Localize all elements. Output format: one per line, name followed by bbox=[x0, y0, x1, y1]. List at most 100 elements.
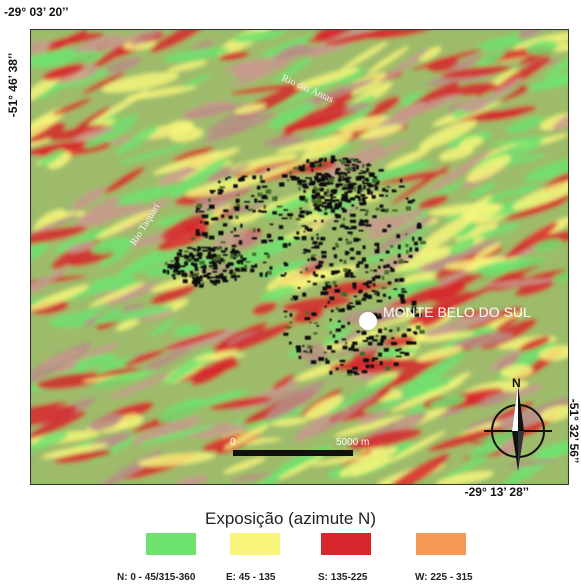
terrain-patch bbox=[75, 197, 121, 227]
urban-parcel bbox=[309, 348, 313, 354]
urban-parcel bbox=[320, 176, 326, 181]
urban-parcel bbox=[341, 325, 345, 329]
urban-parcel bbox=[365, 294, 371, 299]
urban-parcel bbox=[311, 254, 317, 256]
terrain-patch bbox=[282, 296, 352, 312]
urban-parcel bbox=[291, 175, 297, 179]
urban-parcel bbox=[201, 246, 208, 249]
terrain-patch bbox=[374, 347, 419, 360]
urban-parcel bbox=[324, 157, 327, 163]
urban-parcel bbox=[344, 273, 350, 278]
urban-parcel bbox=[353, 295, 358, 298]
urban-parcel bbox=[358, 198, 361, 202]
urban-parcel bbox=[356, 263, 360, 268]
urban-parcel bbox=[201, 282, 205, 284]
urban-parcel bbox=[269, 223, 274, 226]
urban-parcel bbox=[327, 204, 331, 207]
urban-parcel bbox=[376, 291, 380, 297]
urban-parcel bbox=[314, 175, 319, 179]
terrain-patch bbox=[436, 405, 465, 418]
urban-parcel bbox=[355, 207, 359, 209]
urban-parcel bbox=[347, 321, 350, 325]
urban-parcel bbox=[230, 254, 235, 259]
urban-parcel bbox=[418, 237, 422, 241]
urban-parcel bbox=[323, 351, 327, 354]
urban-parcel bbox=[184, 255, 190, 259]
urban-parcel bbox=[193, 248, 197, 252]
urban-parcel bbox=[194, 267, 199, 272]
urban-parcel bbox=[361, 297, 367, 301]
urban-parcel bbox=[329, 296, 335, 301]
terrain-patch bbox=[156, 161, 203, 187]
urban-parcel bbox=[386, 185, 391, 188]
urban-parcel bbox=[361, 197, 366, 202]
urban-parcel bbox=[291, 178, 297, 181]
urban-parcel bbox=[189, 270, 194, 274]
urban-parcel bbox=[285, 326, 291, 329]
urban-parcel bbox=[306, 159, 310, 164]
urban-parcel bbox=[315, 188, 320, 192]
urban-parcel bbox=[368, 189, 371, 194]
terrain-patch bbox=[125, 85, 197, 100]
urban-parcel bbox=[307, 228, 313, 232]
terrain-patch bbox=[525, 40, 559, 55]
terrain-patch bbox=[284, 110, 361, 132]
terrain-patch bbox=[83, 114, 139, 149]
urban-parcel bbox=[221, 250, 226, 253]
terrain-patch bbox=[344, 326, 389, 347]
terrain-patch bbox=[388, 354, 443, 388]
urban-parcel bbox=[338, 237, 343, 241]
urban-parcel bbox=[264, 252, 269, 255]
urban-parcel bbox=[335, 170, 339, 175]
urban-parcel bbox=[321, 157, 324, 161]
terrain-patch bbox=[505, 221, 558, 259]
terrain-patch bbox=[401, 386, 442, 402]
urban-parcel bbox=[334, 284, 338, 287]
urban-parcel bbox=[173, 277, 176, 280]
urban-parcel bbox=[303, 230, 306, 233]
urban-parcel bbox=[295, 177, 300, 180]
urban-parcel bbox=[367, 280, 373, 284]
urban-parcel bbox=[176, 266, 180, 270]
scale-start-label: 0 bbox=[230, 437, 236, 448]
urban-parcel bbox=[295, 237, 300, 240]
terrain-patch bbox=[157, 229, 208, 251]
urban-parcel bbox=[314, 196, 319, 199]
urban-parcel bbox=[400, 300, 406, 304]
terrain-patch bbox=[88, 413, 123, 432]
urban-parcel bbox=[321, 219, 324, 223]
urban-parcel bbox=[217, 188, 223, 191]
urban-parcel bbox=[396, 234, 401, 239]
urban-parcel bbox=[353, 237, 359, 242]
urban-parcel bbox=[260, 180, 265, 183]
urban-parcel bbox=[235, 198, 240, 203]
terrain-patch bbox=[31, 226, 87, 245]
urban-parcel bbox=[261, 210, 267, 213]
urban-parcel bbox=[218, 230, 224, 236]
urban-parcel bbox=[206, 255, 209, 259]
urban-parcel bbox=[343, 268, 348, 272]
urban-parcel bbox=[349, 233, 353, 236]
urban-parcel bbox=[335, 215, 340, 219]
urban-parcel bbox=[374, 275, 381, 279]
urban-parcel bbox=[233, 250, 237, 253]
urban-parcel bbox=[313, 332, 318, 335]
urban-parcel bbox=[345, 269, 351, 274]
urban-parcel bbox=[396, 327, 400, 332]
terrain-patch bbox=[334, 415, 408, 437]
urban-parcel bbox=[330, 196, 333, 200]
urban-parcel bbox=[252, 209, 256, 213]
terrain-patch bbox=[425, 240, 499, 272]
urban-parcel bbox=[372, 339, 378, 342]
urban-parcel bbox=[202, 249, 208, 252]
urban-parcel bbox=[207, 246, 211, 250]
terrain-patch bbox=[172, 324, 202, 337]
urban-parcel bbox=[233, 235, 240, 237]
urban-parcel bbox=[372, 313, 378, 316]
urban-parcel bbox=[309, 162, 315, 166]
urban-parcel bbox=[222, 276, 227, 279]
urban-parcel bbox=[279, 182, 285, 187]
urban-parcel bbox=[311, 236, 314, 241]
aspect-map: Rio das Antas Rio Taquari MONTE BELO DO … bbox=[30, 29, 569, 485]
terrain-patch bbox=[47, 151, 72, 170]
